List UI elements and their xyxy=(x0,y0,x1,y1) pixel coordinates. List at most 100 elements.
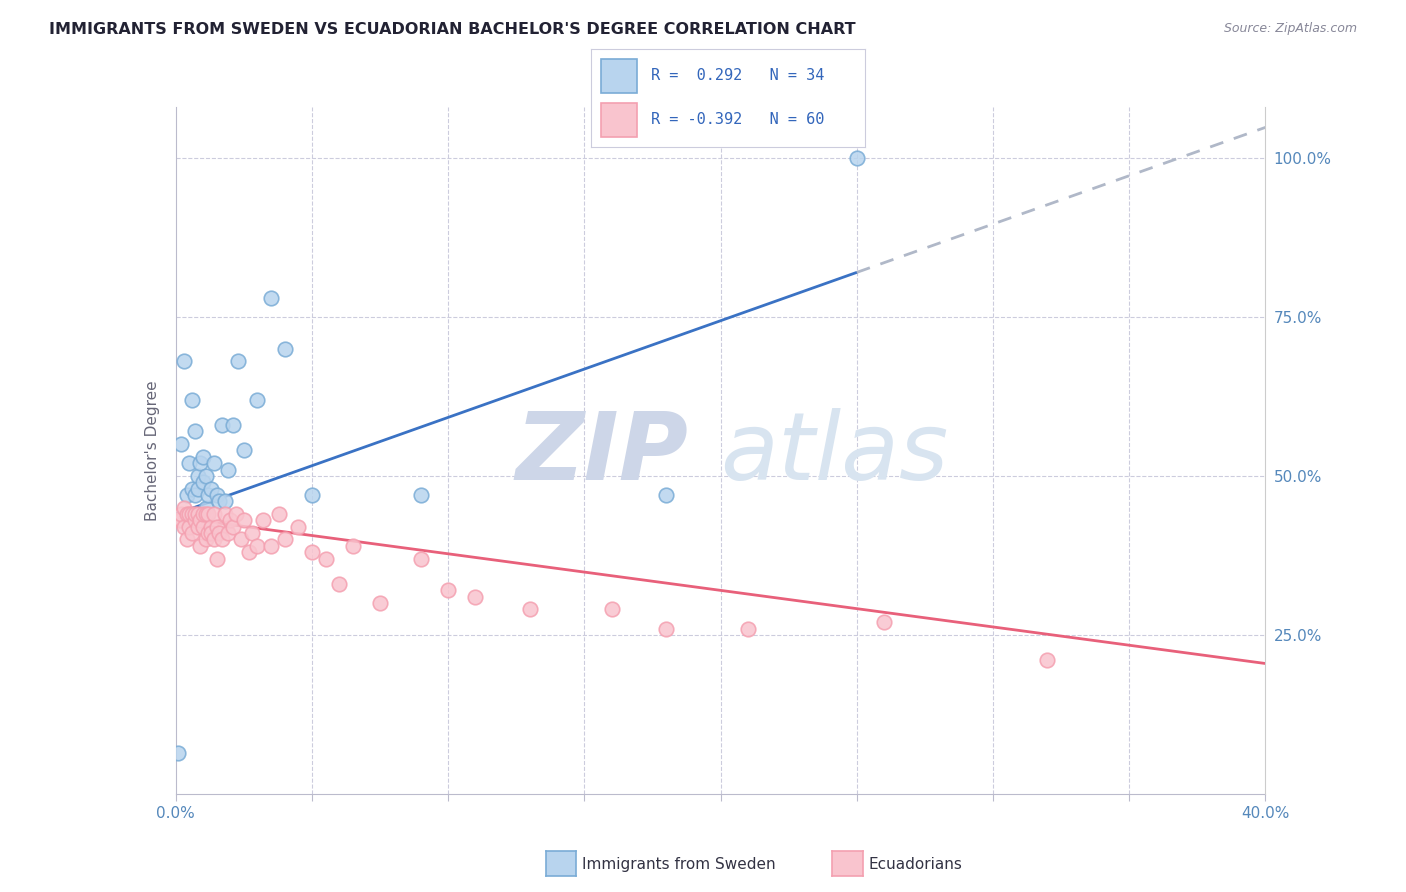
Point xyxy=(188,513,211,527)
Point xyxy=(186,469,209,483)
Point xyxy=(202,533,225,547)
Point xyxy=(328,577,350,591)
Point xyxy=(368,596,391,610)
Point xyxy=(200,482,222,496)
Point xyxy=(170,513,193,527)
Point xyxy=(655,488,678,502)
Point xyxy=(409,551,432,566)
Text: atlas: atlas xyxy=(721,409,949,500)
Point xyxy=(274,533,297,547)
Point xyxy=(170,437,193,451)
Point xyxy=(208,526,231,541)
Point xyxy=(205,488,228,502)
Point xyxy=(184,425,207,439)
Point xyxy=(184,513,207,527)
Point xyxy=(1036,653,1059,667)
Point xyxy=(232,513,254,527)
Point xyxy=(217,462,239,476)
Point xyxy=(200,520,222,534)
Point xyxy=(191,450,214,464)
Point xyxy=(222,520,245,534)
Point xyxy=(167,513,190,527)
Point xyxy=(188,539,211,553)
Point xyxy=(315,551,337,566)
Point xyxy=(287,520,309,534)
Point xyxy=(194,533,217,547)
Point xyxy=(197,488,219,502)
Point xyxy=(301,488,323,502)
Text: Ecuadorians: Ecuadorians xyxy=(869,857,963,871)
Point xyxy=(200,526,222,541)
Point xyxy=(181,526,204,541)
Point xyxy=(409,488,432,502)
Point xyxy=(246,392,269,407)
Point xyxy=(184,488,207,502)
Point xyxy=(202,507,225,521)
Point xyxy=(191,475,214,490)
Point xyxy=(173,520,195,534)
Point xyxy=(181,507,204,521)
Point xyxy=(197,526,219,541)
Point xyxy=(176,488,198,502)
Point xyxy=(231,533,253,547)
Text: ZIP: ZIP xyxy=(515,408,688,500)
Point xyxy=(219,513,242,527)
Point xyxy=(342,539,364,553)
Point xyxy=(197,507,219,521)
Point xyxy=(274,342,297,356)
Point xyxy=(179,456,201,470)
Point xyxy=(167,746,190,760)
Point xyxy=(260,291,283,305)
Point xyxy=(260,539,283,553)
Point xyxy=(252,513,274,527)
Point xyxy=(437,583,460,598)
Point xyxy=(655,622,678,636)
Point xyxy=(173,500,195,515)
Point xyxy=(228,354,250,368)
Point xyxy=(238,545,260,559)
Point xyxy=(600,602,623,616)
Point xyxy=(173,354,195,368)
Point xyxy=(181,482,204,496)
Point xyxy=(301,545,323,559)
Point xyxy=(191,507,214,521)
Point xyxy=(211,417,233,432)
Text: Immigrants from Sweden: Immigrants from Sweden xyxy=(582,857,776,871)
Point xyxy=(194,469,217,483)
Point xyxy=(205,551,228,566)
Point xyxy=(191,520,214,534)
Point xyxy=(194,500,217,515)
Point xyxy=(232,443,254,458)
Point xyxy=(170,507,193,521)
Y-axis label: Bachelor's Degree: Bachelor's Degree xyxy=(145,380,160,521)
Point xyxy=(176,533,198,547)
Text: R = -0.392   N = 60: R = -0.392 N = 60 xyxy=(651,112,824,128)
Point xyxy=(246,539,269,553)
Point xyxy=(211,533,233,547)
Point xyxy=(181,392,204,407)
FancyBboxPatch shape xyxy=(602,59,637,94)
Point xyxy=(519,602,541,616)
Point xyxy=(240,526,263,541)
Point xyxy=(845,151,868,165)
Point xyxy=(208,494,231,508)
Point xyxy=(186,482,209,496)
Point xyxy=(202,456,225,470)
Point xyxy=(464,590,486,604)
Text: IMMIGRANTS FROM SWEDEN VS ECUADORIAN BACHELOR'S DEGREE CORRELATION CHART: IMMIGRANTS FROM SWEDEN VS ECUADORIAN BAC… xyxy=(49,22,856,37)
Point xyxy=(194,507,217,521)
Point xyxy=(184,507,207,521)
Point xyxy=(222,417,245,432)
Point xyxy=(873,615,896,630)
Point xyxy=(217,526,239,541)
FancyBboxPatch shape xyxy=(602,103,637,137)
Point xyxy=(214,507,236,521)
Text: R =  0.292   N = 34: R = 0.292 N = 34 xyxy=(651,68,824,83)
Point xyxy=(179,520,201,534)
Point xyxy=(176,507,198,521)
Point xyxy=(186,520,209,534)
Text: Source: ZipAtlas.com: Source: ZipAtlas.com xyxy=(1223,22,1357,36)
Point xyxy=(205,520,228,534)
Point xyxy=(188,456,211,470)
Point xyxy=(179,507,201,521)
